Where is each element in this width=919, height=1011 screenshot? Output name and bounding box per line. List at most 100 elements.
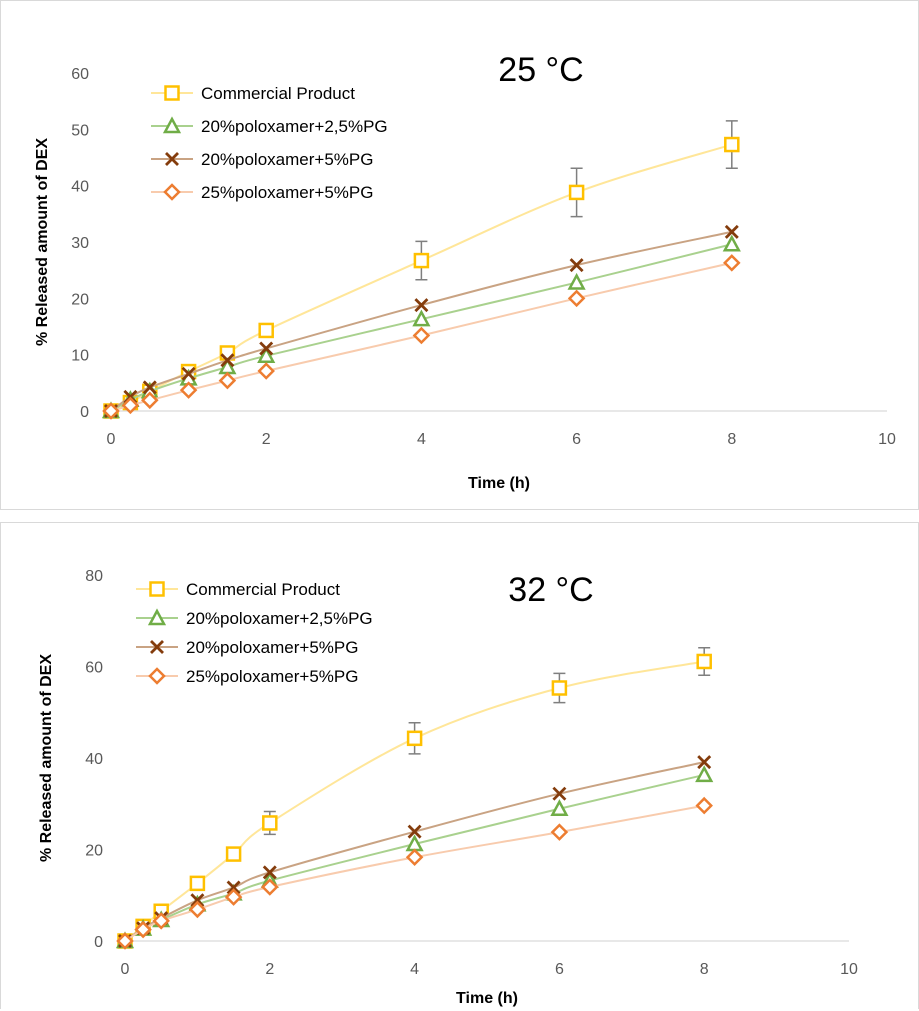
data-point — [695, 796, 713, 815]
series-commercial-product — [103, 120, 740, 419]
data-point — [142, 380, 157, 395]
data-point — [257, 362, 275, 380]
data-point — [190, 893, 205, 908]
data-point — [262, 815, 278, 831]
legend-label: 25%poloxamer+5%PG — [186, 667, 358, 686]
data-point — [179, 381, 198, 399]
data-point — [407, 824, 422, 839]
y-tick-label: 80 — [85, 568, 103, 585]
data-point — [696, 653, 712, 670]
legend-item-25-poloxamer-5-pg: 25%poloxamer+5%PG — [136, 667, 358, 686]
series-20-poloxamer-5-pg — [104, 224, 739, 418]
data-point — [152, 912, 170, 930]
y-tick-label: 0 — [80, 404, 89, 421]
x-axis-title: Time (h) — [456, 990, 518, 1007]
data-point — [225, 846, 242, 862]
y-tick-label: 40 — [85, 751, 103, 768]
data-point — [188, 900, 207, 919]
x-tick-label: 6 — [572, 431, 581, 448]
y-tick-label: 20 — [71, 291, 89, 308]
legend-label: 20%poloxamer+5%PG — [201, 150, 373, 169]
y-tick-label: 50 — [71, 122, 89, 139]
y-tick-label: 10 — [71, 348, 89, 365]
x-tick-label: 10 — [840, 961, 858, 978]
x-tick-label: 2 — [265, 961, 274, 978]
data-point — [551, 680, 568, 696]
data-point — [724, 136, 740, 153]
data-point — [406, 730, 423, 747]
legend-item-25-poloxamer-5-pg: 25%poloxamer+5%PG — [151, 183, 373, 202]
data-point — [552, 786, 567, 801]
data-point — [141, 391, 159, 410]
data-point — [261, 878, 279, 896]
y-axis-title: % Released amount of DEX — [34, 138, 51, 346]
data-point — [134, 920, 152, 939]
legend-label: 25%poloxamer+5%PG — [201, 183, 373, 202]
x-tick-label: 8 — [700, 961, 709, 978]
legend-marker — [162, 116, 182, 134]
y-tick-label: 60 — [85, 660, 103, 677]
legend-marker — [150, 640, 164, 654]
data-point — [189, 875, 206, 892]
y-tick-label: 0 — [94, 934, 103, 951]
data-point — [224, 888, 243, 906]
data-point — [405, 834, 424, 852]
data-point — [226, 880, 241, 895]
y-tick-label: 60 — [71, 66, 89, 83]
data-point — [116, 932, 134, 950]
series-commercial-product — [117, 646, 712, 949]
legend-label: 20%poloxamer+5%PG — [186, 638, 358, 657]
data-point — [697, 755, 712, 770]
x-tick-label: 4 — [417, 431, 426, 448]
data-point — [567, 272, 586, 290]
x-tick-label: 6 — [555, 961, 564, 978]
legend-item-20-poloxamer-5-pg: 20%poloxamer+5%PG — [136, 638, 358, 657]
data-point — [257, 346, 276, 364]
series-line — [124, 804, 705, 942]
y-axis-title: % Released amount of DEX — [38, 654, 55, 862]
chart-32c: 0 2 4 6 8 10 0 20 40 60 80 Time (h) % Released amoun… — [38, 568, 858, 1007]
series-25-poloxamer-5-pg — [116, 796, 713, 950]
legend-marker — [148, 667, 166, 685]
x-tick-label: 4 — [410, 961, 419, 978]
data-point — [723, 254, 741, 272]
chart-title: 32 °C — [508, 571, 593, 609]
legend-item-20-poloxamer-2-5-pg: 20%poloxamer+2,5%PG — [136, 608, 373, 628]
chart-title: 25 °C — [498, 51, 583, 89]
data-point — [220, 353, 235, 368]
legend-marker — [163, 183, 181, 201]
data-point — [412, 326, 431, 345]
data-point — [262, 865, 277, 880]
chart-panel-25c: 0 2 4 6 8 10 0 10 20 30 40 50 60 Time (h) % Released a… — [0, 0, 919, 510]
data-point — [181, 366, 196, 381]
legend-label: Commercial Product — [201, 84, 355, 103]
y-tick-label: 40 — [71, 179, 89, 196]
legend-marker — [147, 608, 167, 626]
data-point — [567, 289, 586, 308]
data-point — [102, 402, 120, 420]
data-point — [722, 234, 741, 252]
legend-marker — [164, 85, 180, 101]
data-point — [258, 322, 274, 339]
legend-item-commercial-product: Commercial Product — [151, 84, 355, 103]
data-point — [550, 799, 569, 817]
y-tick-label: 30 — [71, 235, 89, 252]
data-point — [550, 823, 569, 841]
data-point — [568, 184, 585, 201]
legend-label: 20%poloxamer+2,5%PG — [186, 609, 373, 628]
x-axis-title: Time (h) — [468, 475, 530, 492]
data-point — [259, 341, 274, 356]
chart-25c: 0 2 4 6 8 10 0 10 20 30 40 50 60 Time (h) % Released a… — [34, 51, 896, 492]
y-tick-label: 20 — [85, 843, 103, 860]
data-point — [121, 396, 140, 415]
x-tick-label: 10 — [878, 431, 896, 448]
data-point — [413, 252, 430, 269]
x-tick-label: 2 — [262, 431, 271, 448]
legend-item-20-poloxamer-2-5-pg: 20%poloxamer+2,5%PG — [151, 116, 388, 136]
legend-item-commercial-product: Commercial Product — [136, 580, 340, 599]
x-tick-label: 0 — [121, 961, 130, 978]
data-point — [569, 258, 584, 273]
x-tick-label: 8 — [727, 431, 736, 448]
legend-marker — [149, 581, 165, 597]
legend-marker — [165, 152, 179, 166]
